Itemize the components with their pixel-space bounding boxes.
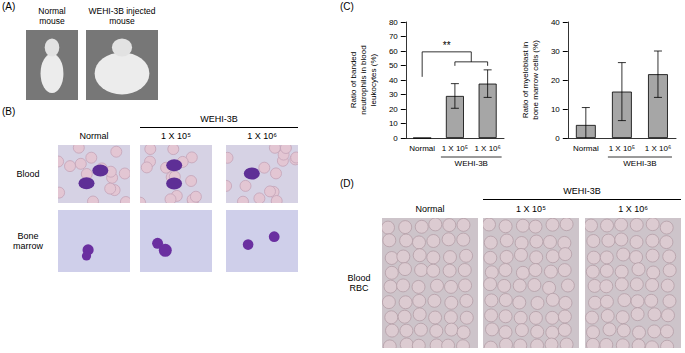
html-text:(C): (C) <box>340 1 354 12</box>
svg-text:40: 40 <box>389 76 398 85</box>
html-text:WEHI-3B injected mouse: WEHI-3B injected mouse <box>88 6 156 26</box>
html-text:WEHI-3B: WEHI-3B <box>200 114 238 124</box>
html-text:WEHI-3B: WEHI-3B <box>563 186 601 196</box>
svg-text:1 X 10⁶: 1 X 10⁶ <box>474 144 500 153</box>
svg-text:neutrophils in blood: neutrophils in blood <box>359 45 368 114</box>
html-text:(B): (B) <box>2 106 16 117</box>
svg-text:1 X 10⁶: 1 X 10⁶ <box>645 144 671 153</box>
svg-text:leukocytes (%): leukocytes (%) <box>369 53 378 106</box>
svg-text:20: 20 <box>389 105 398 114</box>
svg-text:10: 10 <box>551 105 560 114</box>
svg-text:Ratio of myeloblast in: Ratio of myeloblast in <box>521 42 530 118</box>
html-text:Blood: Blood <box>16 169 40 179</box>
html-text:1 X 10⁵: 1 X 10⁵ <box>161 131 191 141</box>
svg-text:70: 70 <box>389 32 398 41</box>
svg-text:30: 30 <box>389 90 398 99</box>
html-text:Normal mouse: Normal mouse <box>38 6 66 26</box>
svg-text:40: 40 <box>551 18 560 27</box>
svg-text:Normal: Normal <box>409 144 435 153</box>
svg-text:0: 0 <box>555 134 560 143</box>
html-text:Bone marrow: Bone marrow <box>13 231 43 251</box>
html-text:1 X 10⁵: 1 X 10⁵ <box>516 204 546 214</box>
svg-text:**: ** <box>443 40 451 51</box>
svg-text:Normal: Normal <box>573 144 599 153</box>
html-text:Blood RBC: Blood RBC <box>347 273 371 293</box>
html-text:1 X 10⁶: 1 X 10⁶ <box>618 204 648 214</box>
html-text:Normal: Normal <box>79 131 109 141</box>
svg-text:50: 50 <box>389 61 398 70</box>
html-text:(A): (A) <box>2 1 16 12</box>
svg-text:bone marrow cells (%): bone marrow cells (%) <box>531 40 540 120</box>
svg-text:10: 10 <box>389 119 398 128</box>
svg-text:WEHI-3B: WEHI-3B <box>455 159 488 168</box>
svg-text:80: 80 <box>389 18 398 27</box>
svg-text:Ratio of banded: Ratio of banded <box>349 52 358 109</box>
svg-text:30: 30 <box>551 47 560 56</box>
html-text:(D): (D) <box>340 178 354 189</box>
svg-text:1 X 10⁵: 1 X 10⁵ <box>609 144 635 153</box>
svg-text:WEHI-3B: WEHI-3B <box>623 159 656 168</box>
html-text:Normal: Normal <box>415 204 445 214</box>
svg-text:1 X 10⁵: 1 X 10⁵ <box>442 144 468 153</box>
svg-text:0: 0 <box>393 134 398 143</box>
svg-text:20: 20 <box>551 76 560 85</box>
svg-text:60: 60 <box>389 47 398 56</box>
html-text:1 X 10⁶: 1 X 10⁶ <box>247 131 277 141</box>
